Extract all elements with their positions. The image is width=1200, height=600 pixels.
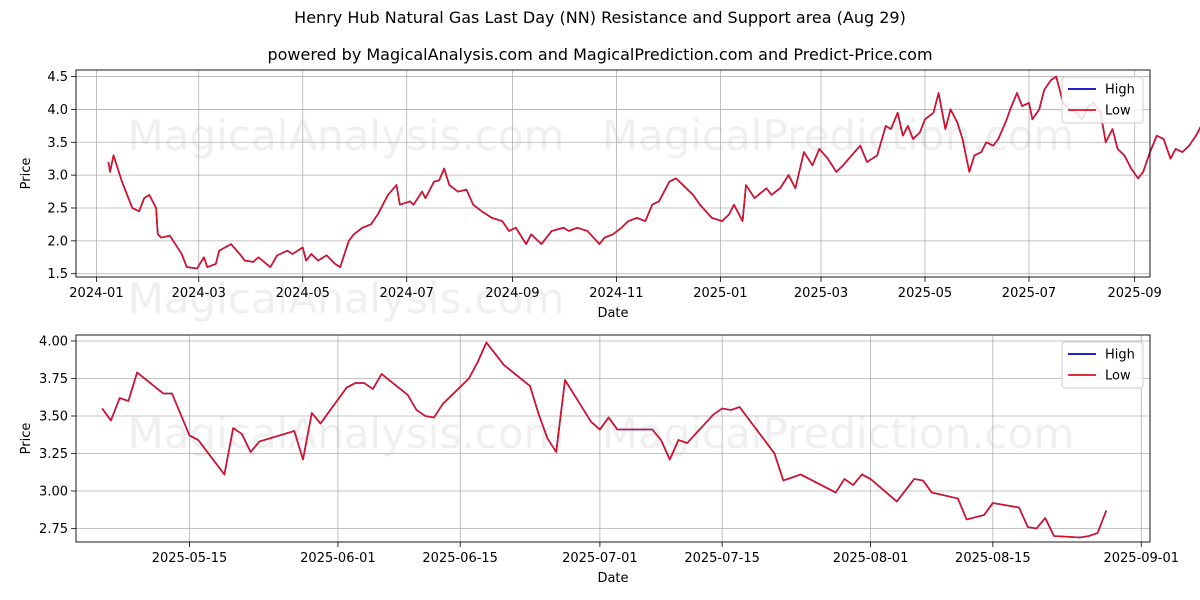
x-tick-label: 2025-07-15 <box>684 551 760 566</box>
x-tick-label: 2025-03 <box>794 286 848 301</box>
series-line-low <box>107 75 1200 270</box>
x-tick-label: 2025-06-01 <box>300 551 376 566</box>
plot-frame <box>75 69 1151 278</box>
y-tick-label: 4.00 <box>39 335 68 350</box>
chart-subtitle: powered by MagicalAnalysis.com and Magic… <box>267 45 933 64</box>
chart-panel-2: MagicalAnalysis.com MagicalPrediction.com… <box>19 335 1179 587</box>
y-axis-label: Price <box>19 423 34 455</box>
plot-frame <box>75 334 1151 543</box>
x-tick-label: 2024-11 <box>589 286 643 301</box>
x-tick-label: 2025-08-01 <box>833 551 909 566</box>
y-tick-label: 4.0 <box>47 103 68 118</box>
series-line-low <box>101 341 1108 539</box>
y-tick-label: 4.5 <box>47 70 68 85</box>
y-tick-label: 3.25 <box>39 447 68 462</box>
legend-label-low: Low <box>1105 369 1131 384</box>
y-tick-label: 3.00 <box>39 485 68 500</box>
x-tick-label: 2024-09 <box>485 286 539 301</box>
x-tick-label: 2025-07-01 <box>562 551 638 566</box>
y-tick-label: 3.50 <box>39 410 68 425</box>
y-axis-label: Price <box>19 158 34 190</box>
x-tick-label: 2024-07 <box>380 286 434 301</box>
y-tick-label: 2.0 <box>47 234 68 249</box>
legend-label-high: High <box>1105 83 1135 98</box>
watermark-text: MagicalAnalysis.com <box>128 274 565 323</box>
y-tick-label: 2.5 <box>47 202 68 217</box>
x-tick-label: 2024-03 <box>172 286 226 301</box>
series-line-high <box>107 75 1200 270</box>
x-tick-label: 2025-09-01 <box>1103 551 1179 566</box>
y-tick-label: 3.5 <box>47 136 68 151</box>
watermark-text: MagicalPrediction.com <box>602 111 1075 160</box>
x-tick-label: 2025-01 <box>693 286 747 301</box>
legend-label-low: Low <box>1105 104 1131 119</box>
x-tick-label: 2025-09 <box>1107 286 1161 301</box>
x-tick-label: 2025-05-15 <box>152 551 228 566</box>
x-tick-label: 2025-05 <box>898 286 952 301</box>
legend-label-high: High <box>1105 348 1135 363</box>
watermark-text: MagicalAnalysis.com <box>128 409 565 458</box>
x-axis-label: Date <box>597 571 628 586</box>
y-tick-label: 2.75 <box>39 522 68 537</box>
chart-title: Henry Hub Natural Gas Last Day (NN) Resi… <box>294 8 906 27</box>
watermark-text: MagicalPrediction.com <box>602 409 1075 458</box>
watermark-text: MagicalAnalysis.com <box>128 111 565 160</box>
x-tick-label: 2025-07 <box>1002 286 1056 301</box>
y-tick-label: 3.75 <box>39 372 68 387</box>
y-tick-label: 3.0 <box>47 169 68 184</box>
x-tick-label: 2024-01 <box>69 286 123 301</box>
chart-panel-1: MagicalAnalysis.com MagicalPrediction.com… <box>19 69 1200 323</box>
x-tick-label: 2025-08-15 <box>955 551 1031 566</box>
x-axis-label: Date <box>597 306 628 321</box>
x-tick-label: 2025-06-15 <box>422 551 498 566</box>
y-tick-label: 1.5 <box>47 267 68 282</box>
x-tick-label: 2024-05 <box>276 286 330 301</box>
